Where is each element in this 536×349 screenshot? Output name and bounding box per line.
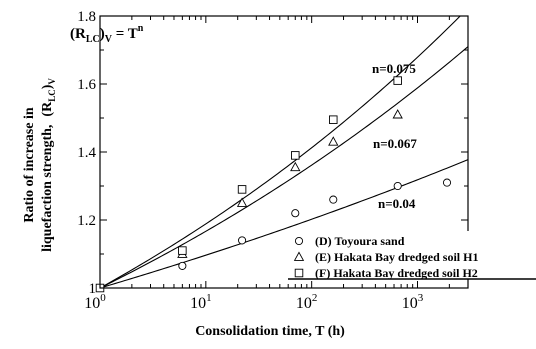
fitted-curves <box>100 16 468 288</box>
legend-marker-triangle <box>293 251 305 261</box>
legend-label: (D) Toyoura sand <box>315 234 405 248</box>
point-triangle-3 <box>290 161 301 172</box>
point-circle-5 <box>329 195 338 204</box>
x-tick-label: 102 <box>296 292 318 312</box>
x-tick-label: 103 <box>402 292 424 312</box>
y-tick-label: 1 <box>89 281 97 297</box>
point-square-6 <box>393 76 402 85</box>
curve-label-004: n=0.04 <box>378 196 416 211</box>
curve-label-0075: n=0.075 <box>372 61 416 76</box>
legend-box <box>288 231 536 279</box>
x-axis-label: Consolidation time, T (h) <box>195 324 345 339</box>
fit-curve-3 <box>100 159 468 288</box>
point-circle-2 <box>178 261 187 270</box>
point-circle-6 <box>393 181 402 191</box>
y-tick-label: 1.4 <box>77 145 96 161</box>
point-triangle-4 <box>328 136 339 146</box>
axis-ticks <box>99 15 469 289</box>
legend-marker-square <box>294 268 304 278</box>
y-tick-label: 1.8 <box>77 9 96 25</box>
curve-labels: n=0.075 n=0.067 n=0.04 <box>372 61 417 211</box>
legend-label: (F) Hakata Bay dredged soil H2 <box>315 266 478 280</box>
point-square-4 <box>291 151 300 160</box>
y-tick-label: 1.2 <box>77 213 96 229</box>
y-axis-label-line1: Ratio of increase in <box>22 107 37 222</box>
point-triangle-2 <box>236 197 248 207</box>
fit-curve-1 <box>100 16 462 288</box>
point-circle-4 <box>291 209 300 218</box>
x-tick-label: 100 <box>84 292 106 312</box>
y-axis-label: Ratio of increase in liquefaction streng… <box>22 78 57 252</box>
point-square-3 <box>237 185 247 194</box>
point-circle-7 <box>442 178 452 187</box>
data-points <box>95 76 452 293</box>
y-axis-label-line2: liquefaction strength,(RLC)V <box>40 78 57 252</box>
x-tick-label: 101 <box>190 292 212 312</box>
point-square-2 <box>178 246 187 255</box>
point-triangle-5 <box>392 109 403 119</box>
formula-label: (RLC)V = Tn <box>70 23 144 45</box>
curve-label-0067: n=0.067 <box>373 136 417 151</box>
legend: (D) Toyoura sand (E) Hakata Bay dredged s… <box>288 231 536 280</box>
legend-label: (E) Hakata Bay dredged soil H1 <box>315 250 478 264</box>
tick-labels: 100 101 102 103 1 1.2 1.4 1.6 1.8 <box>77 9 424 312</box>
point-circle-3 <box>238 236 247 245</box>
legend-marker-circle <box>294 236 304 246</box>
point-square-5 <box>329 115 338 124</box>
y-tick-label: 1.6 <box>77 77 96 93</box>
fit-curve-2 <box>100 46 468 288</box>
